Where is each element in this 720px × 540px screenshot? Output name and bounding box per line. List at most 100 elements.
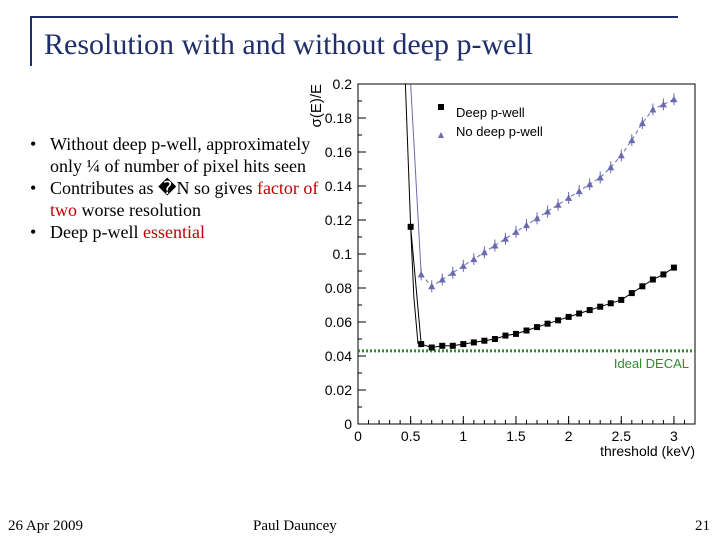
x-tick-label: 0.5 [401, 428, 421, 444]
deep-point [628, 290, 635, 297]
nodeep-point [628, 136, 636, 144]
deep-point [576, 310, 583, 317]
deep-point [460, 341, 467, 348]
x-tick-label: 3 [670, 428, 678, 444]
deep-point [512, 330, 519, 337]
bullet-list: • Without deep p-well, approximately only… [30, 134, 320, 245]
deep-point [597, 303, 604, 310]
title-rule-left [30, 16, 32, 66]
deep-point [544, 320, 551, 327]
y-tick-label: 0.06 [325, 314, 352, 330]
nodeep-point [554, 201, 562, 208]
nodeep-curve-branch [410, 83, 422, 275]
chart-marks: Ideal DECAL [358, 83, 695, 371]
nodeep-point [659, 100, 667, 108]
nodeep-point [417, 270, 425, 278]
deep-point [534, 324, 541, 331]
bullet-item-1: • Without deep p-well, approximately only… [30, 134, 320, 177]
nodeep-point [501, 235, 509, 242]
nodeep-point [428, 282, 436, 290]
nodeep-point [523, 221, 530, 229]
deep-point [586, 307, 593, 314]
deep-point [470, 339, 477, 346]
deep-point [502, 332, 509, 339]
y-tick-label: 0.16 [325, 144, 352, 160]
legend-deep-label: Deep p-well [456, 105, 525, 120]
chart-axes: 0 0.02 0.04 0.06 0.08 0.1 0.12 0.14 0.16 0.18 0.2 0… [308, 76, 696, 459]
deep-curve-branch [404, 83, 419, 345]
deep-curve [410, 226, 675, 349]
title-rule-top [30, 16, 678, 18]
nodeep-point [649, 106, 657, 113]
y-tick-label: 0.1 [333, 246, 353, 262]
deep-point [491, 336, 498, 342]
nodeep-point [586, 180, 594, 188]
bullet-dot: • [30, 222, 37, 243]
footer-author: Paul Dauncey [253, 518, 337, 534]
x-axis-label: threshold (keV) [600, 443, 695, 459]
bullet-text: Without deep p-well, approximately only … [50, 134, 311, 176]
nodeep-point [512, 228, 520, 235]
ideal-decal-label: Ideal DECAL [614, 356, 689, 371]
nodeep-point [596, 174, 604, 181]
y-tick-label: 0.18 [325, 110, 352, 126]
footer-date: 26 Apr 2009 [8, 518, 83, 534]
deep-point [660, 271, 667, 278]
deep-point [418, 341, 425, 348]
deep-point [555, 317, 562, 324]
deep-point [670, 264, 677, 271]
legend-deep-marker [438, 104, 444, 110]
x-tick-label: 1.5 [506, 428, 526, 444]
deep-point [407, 223, 414, 230]
deep-point [449, 342, 456, 349]
deep-point [649, 276, 656, 283]
x-tick-label: 1 [459, 428, 467, 444]
y-tick-label: 0.08 [325, 280, 352, 296]
deep-point [618, 296, 625, 303]
nodeep-point [470, 255, 478, 263]
nodeep-point [617, 151, 625, 159]
y-tick-label: 0.02 [325, 382, 352, 398]
nodeep-point [459, 262, 467, 269]
chart-legend: Deep p-well No deep p-well [438, 104, 543, 139]
deep-point [565, 313, 572, 320]
y-tick-label: 0.2 [333, 76, 353, 92]
deep-point [428, 344, 435, 351]
deep-point [607, 300, 614, 307]
deep-point [481, 337, 488, 344]
nodeep-point [533, 214, 541, 222]
deep-point [523, 327, 530, 334]
bullet-dot: • [30, 134, 37, 154]
nodeep-point [544, 208, 552, 215]
nodeep-point [438, 276, 446, 283]
deep-point [639, 283, 646, 290]
nodeep-point [607, 163, 615, 171]
footer-page-number: 21 [695, 518, 710, 534]
y-tick-label: 0.14 [325, 178, 352, 194]
legend-nodeep-label: No deep p-well [456, 124, 543, 139]
nodeep-point [491, 242, 499, 249]
nodeep-point [480, 248, 488, 256]
slide-title: Resolution with and without deep p-well [44, 28, 534, 61]
y-tick-label: 0.12 [325, 212, 352, 228]
y-tick-label: 0.04 [325, 348, 352, 364]
y-axis-label: σ(E)/E [308, 84, 325, 127]
bullet-text: worse resolution [77, 199, 201, 220]
y-tick-label: 0 [344, 416, 352, 432]
bullet-dot: • [30, 178, 37, 199]
nodeep-point [565, 194, 573, 201]
deep-point [439, 342, 446, 349]
nodeep-point [449, 269, 457, 276]
x-tick-label: 2 [565, 428, 573, 444]
bullet-highlight: essential [142, 222, 205, 243]
bullet-text: Contributes as �N so gives [50, 178, 257, 199]
x-tick-label: 0 [354, 428, 362, 444]
nodeep-point [575, 187, 583, 195]
nodeep-point [670, 95, 678, 103]
bullet-text: Deep p-well [50, 222, 143, 243]
bullet-item-2: • Contributes as �N so gives factor of tw… [30, 178, 320, 221]
bullet-highlight: factor of two [50, 178, 319, 220]
x-tick-label: 2.5 [612, 428, 632, 444]
nodeep-point [638, 119, 646, 127]
